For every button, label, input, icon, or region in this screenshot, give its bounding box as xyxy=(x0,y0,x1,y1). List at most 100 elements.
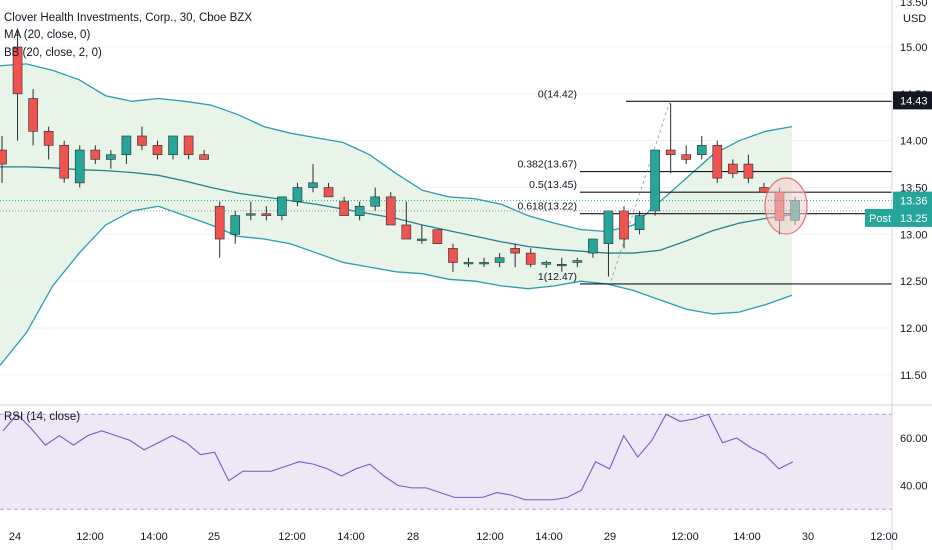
price-tick-label: 11.50 xyxy=(900,370,927,382)
price-tick-label: 13.50 xyxy=(900,183,928,195)
candle-body xyxy=(339,201,349,216)
currency-label: USD xyxy=(903,13,926,25)
time-tick-label: 14:00 xyxy=(733,531,761,543)
time-tick-label: 29 xyxy=(604,531,616,543)
candle-body xyxy=(28,98,38,132)
price-tick-label: 15.00 xyxy=(900,42,928,54)
ma-legend[interactable]: MA (20, close, 0) xyxy=(4,29,91,41)
rsi-legend[interactable]: RSI (14, close) xyxy=(4,411,81,423)
rsi-tick-label: 60.00 xyxy=(900,433,928,445)
fib-level-label: 1(12.47) xyxy=(538,271,577,283)
time-tick-label: 14:00 xyxy=(535,531,563,543)
candle-body xyxy=(292,187,303,202)
ma-line xyxy=(0,166,793,254)
fib-level-label: 0.382(13.67) xyxy=(517,159,577,171)
candle-body xyxy=(401,224,412,240)
price-tick-label: 12.50 xyxy=(900,276,928,288)
candle-body xyxy=(743,163,754,179)
candle-body xyxy=(712,145,723,179)
candle-body xyxy=(183,135,194,156)
highlight-circle[interactable] xyxy=(764,177,808,235)
candle-body xyxy=(728,163,738,174)
candle-body xyxy=(603,210,614,245)
time-tick-label: 14:00 xyxy=(140,531,168,543)
candle-body xyxy=(432,229,443,245)
candle-body xyxy=(494,257,505,263)
time-tick-label: 12:00 xyxy=(671,531,699,543)
rsi-line xyxy=(2,413,794,501)
fibonacci-retracement[interactable]: 0(14.42) 0.382(13.67) 0.5(13.45) 0.618(13.2… xyxy=(517,88,892,285)
candle-body xyxy=(137,135,147,146)
candle-body xyxy=(619,210,629,240)
candle-body xyxy=(634,215,645,230)
fib-level-label: 0.618(13.22) xyxy=(517,201,577,213)
price-tick-label: 13.00 xyxy=(900,229,928,241)
candle-body xyxy=(370,196,381,207)
price-tick-label: 13.50 xyxy=(900,0,928,9)
time-tick-label: 12:00 xyxy=(76,531,104,543)
price-axis-bg xyxy=(892,0,932,550)
candle-body xyxy=(681,154,692,160)
time-axis: 24 12:00 14:00 25 12:00 14:00 28 12:00 14:00 29 12… xyxy=(9,531,898,543)
candle-body xyxy=(665,149,676,156)
candle-body xyxy=(106,154,116,160)
candle-body xyxy=(43,131,54,146)
candle-body xyxy=(479,262,489,265)
current-price-value: 13.36 xyxy=(900,196,928,208)
fib-level-label: 0(14.42) xyxy=(538,88,577,100)
candle-body xyxy=(323,187,334,198)
band-fill xyxy=(0,63,792,366)
grid-lines xyxy=(0,46,892,376)
time-tick-label: 12:00 xyxy=(278,531,306,543)
post-price-value: 13.25 xyxy=(900,213,928,225)
candle-body xyxy=(277,196,287,216)
candle-body xyxy=(0,149,7,165)
candle-body xyxy=(417,238,427,241)
post-label-tag xyxy=(865,208,893,227)
candle-body xyxy=(59,145,70,179)
current-price-tag xyxy=(893,191,932,210)
candle-body xyxy=(510,248,520,254)
candle-body xyxy=(90,149,101,160)
time-tick-label: 30 xyxy=(802,531,814,543)
price-tick-label: 12.00 xyxy=(900,323,928,335)
time-tick-label: 28 xyxy=(407,531,419,543)
candle-body xyxy=(308,182,318,188)
candle-body xyxy=(354,205,365,216)
fib-trend-line xyxy=(609,101,671,285)
candle-body xyxy=(74,149,85,184)
time-tick-label: 12:00 xyxy=(870,531,898,543)
post-label: Post xyxy=(869,213,891,225)
rsi-pane: 60.00 40.00 xyxy=(0,413,928,510)
price-tick-label: 14.00 xyxy=(900,136,928,148)
candle-body xyxy=(759,187,769,193)
last-price-value: 14.43 xyxy=(900,95,928,107)
candle-body xyxy=(230,215,241,235)
bb-upper-line xyxy=(0,63,793,233)
candle-body xyxy=(246,213,256,216)
last-price-tag xyxy=(893,91,932,110)
candle-body xyxy=(696,145,707,156)
price-tags: 14.43 13.36 Post 13.25 xyxy=(865,91,932,227)
post-price-tag xyxy=(893,208,932,227)
candle-body xyxy=(121,135,132,156)
candle-body xyxy=(168,135,178,156)
candle-body xyxy=(556,264,567,267)
chart-title: Clover Health Investments, Corp., 30, Cb… xyxy=(4,12,252,24)
candle-body xyxy=(152,145,163,156)
fib-level-label: 0.5(13.45) xyxy=(529,179,577,191)
candle-body xyxy=(448,248,458,263)
rsi-tick-label: 40.00 xyxy=(900,481,928,493)
time-tick-label: 14:00 xyxy=(337,531,365,543)
candle-body xyxy=(541,262,552,265)
bb-legend[interactable]: BB (20, close, 2, 0) xyxy=(4,47,102,59)
candle-body xyxy=(12,46,23,95)
candle-body xyxy=(588,238,598,254)
bollinger-band-fill xyxy=(0,63,792,366)
candle-body xyxy=(525,252,536,265)
candle-body xyxy=(463,262,474,265)
candle-body xyxy=(199,154,209,160)
candle-body xyxy=(572,260,583,263)
time-tick-label: 12:00 xyxy=(476,531,504,543)
